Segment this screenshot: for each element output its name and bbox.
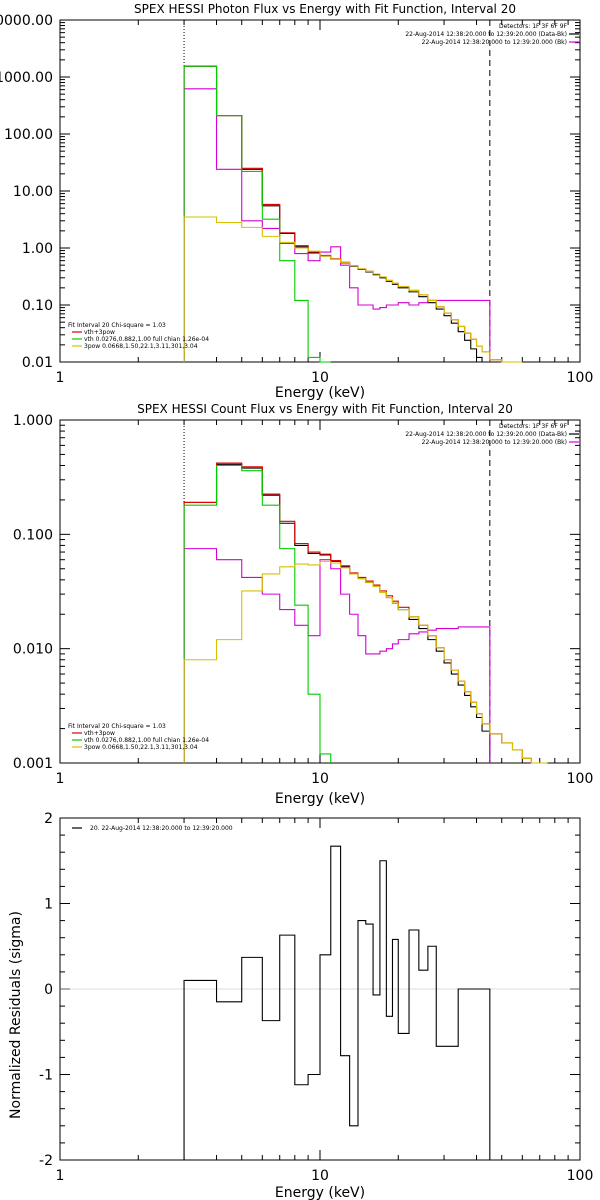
info-legend-text: 22-Aug-2014 12:38:20.000 to 12:39:20.000… (422, 39, 567, 46)
x-tick-label: 1 (56, 771, 65, 787)
residuals-xlabel: Energy (keV) (275, 1185, 365, 1200)
series-3-histogram (183, 65, 331, 363)
series-3-histogram (183, 464, 332, 763)
photon-flux-panel: SPEX HESSI Photon Flux vs Energy with Fi… (0, 2, 593, 401)
fit-legend-text: vth+3pow (84, 329, 115, 336)
y-tick-label: 0.010 (13, 642, 53, 658)
x-tick-label: 10 (311, 370, 329, 386)
y-tick-label: -2 (39, 1153, 53, 1169)
y-tick-label: 0.01 (22, 355, 53, 371)
count-flux-xlabel: Energy (keV) (275, 791, 365, 807)
y-tick-label: 0000.00 (0, 13, 53, 29)
count-flux-plot-area: 1 10 100 0.001 0.010 0.100 1.000 Detectors: 1F … (13, 413, 593, 787)
fit-legend-text: vth 0.0276,0.882,1.00 full chian 1.26e-0… (84, 336, 209, 343)
info-legend-text: 20. 22-Aug-2014 12:38:20.000 to 12:39:20… (90, 825, 233, 832)
x-tick-label: 10 (311, 771, 329, 787)
series-4-histogram (183, 216, 523, 363)
x-tick-label: 100 (567, 370, 594, 386)
count-flux-panel: SPEX HESSI Count Flux vs Energy with Fit… (13, 402, 593, 807)
y-tick-label: 1000.00 (0, 70, 53, 86)
series-0-histogram (183, 845, 491, 1160)
x-tick-label: 1 (56, 1168, 65, 1184)
residuals-panel: 1 10 100 -2 -1 0 1 2 20. 22-Aug-2014 12:38:20.00… (8, 811, 593, 1200)
series-4-histogram (183, 560, 548, 764)
fit-legend-text: vth 0.0276,0.882,1.00 full chian 1.26e-0… (84, 737, 209, 744)
y-tick-label: 0.10 (22, 298, 53, 314)
y-tick-label: -1 (39, 1068, 53, 1084)
fit-legend-text: 3pow 0.0668,1.50,22.1,3.11,301,3.04 (84, 744, 198, 751)
y-tick-label: 100.00 (4, 127, 53, 143)
y-tick-label: 1 (44, 897, 53, 913)
y-tick-label: 1.00 (22, 241, 53, 257)
residuals-plot-area: 1 10 100 -2 -1 0 1 2 20. 22-Aug-2014 12:38:20.00… (39, 811, 593, 1184)
series-1-histogram (183, 548, 491, 763)
info-legend-text: 22-Aug-2014 12:38:20.000 to 12:39:20.000… (405, 431, 567, 438)
fit-legend-text: Fit Interval 20 Chi-square = 1.03 (68, 322, 166, 329)
x-tick-label: 1 (56, 370, 65, 386)
x-tick-label: 10 (311, 1168, 329, 1184)
y-tick-label: 0 (44, 982, 53, 998)
y-tick-label: 2 (44, 811, 53, 827)
y-tick-label: 0.100 (13, 527, 53, 543)
fit-legend-text: Fit Interval 20 Chi-square = 1.03 (68, 723, 166, 730)
y-tick-label: 10.00 (13, 184, 53, 200)
y-tick-label: 0.001 (13, 756, 53, 772)
y-tick-label: 1.000 (13, 413, 53, 429)
info-legend-text: Detectors: 1F 3F 6F 9F (499, 423, 568, 430)
info-legend-text: 22-Aug-2014 12:38:20.000 to 12:39:20.000… (405, 31, 567, 38)
count-flux-title: SPEX HESSI Count Flux vs Energy with Fit… (137, 402, 513, 416)
residuals-ylabel: Normalized Residuals (sigma) (8, 911, 24, 1119)
photon-flux-title: SPEX HESSI Photon Flux vs Energy with Fi… (134, 2, 516, 16)
info-legend-text: 22-Aug-2014 12:38:20.000 to 12:39:20.000… (422, 439, 567, 446)
fit-legend-text: 3pow 0.0668,1.50,22.1,3.11,301,3.04 (84, 343, 198, 350)
info-legend-text: Detectors: 1F 3F 6F 9F (499, 23, 568, 30)
x-tick-label: 100 (567, 1168, 594, 1184)
photon-flux-plot-area: 1 10 100 0.01 0.10 1.00 10.00 100.00 1000.00 0000… (0, 13, 593, 386)
x-tick-label: 100 (567, 771, 594, 787)
fit-legend-text: vth+3pow (84, 730, 115, 737)
photon-flux-xlabel: Energy (keV) (275, 385, 365, 401)
